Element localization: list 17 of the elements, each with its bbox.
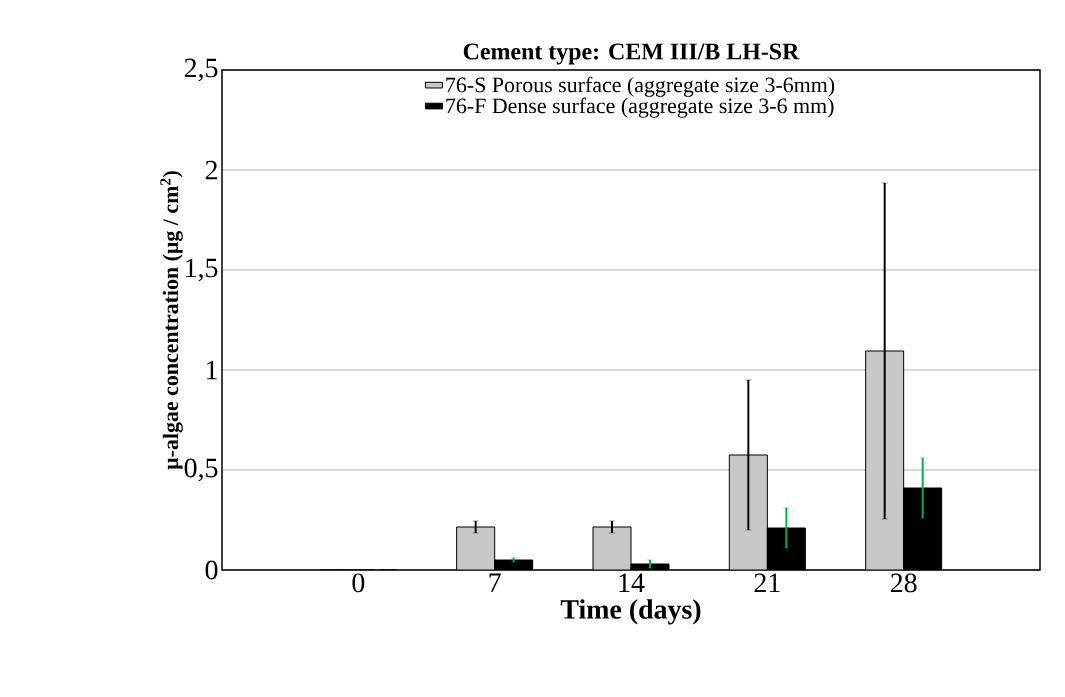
y-tick-label: 1,5 [186,258,218,282]
legend-label: 76-S Porous surface (aggregate size 3-6mm) [446,76,835,97]
bar [592,526,632,570]
y-tick-label: 2 [205,160,217,180]
legend-label: 76-F Dense surface (aggregate size 3-6 mm) [446,97,834,118]
x-tick-label: 21 [754,573,780,592]
y-tick-label: 2,5 [184,58,218,82]
x-tick-label: 0 [352,573,365,593]
x-tick-label: 14 [619,573,645,592]
chart-title: Cement type: CEM III/B LH-SR [463,43,800,65]
x-tick-label: 28 [890,573,917,593]
y-axis-title: μ-algae concentration (μg / cm$^{2}$) [160,171,183,470]
bar [456,526,496,570]
y-tick-label: 1 [206,360,217,380]
y-tick-label: 0,5 [184,458,218,482]
x-tick-label: 7 [489,573,501,592]
x-axis-title: Time (days) [560,599,701,625]
